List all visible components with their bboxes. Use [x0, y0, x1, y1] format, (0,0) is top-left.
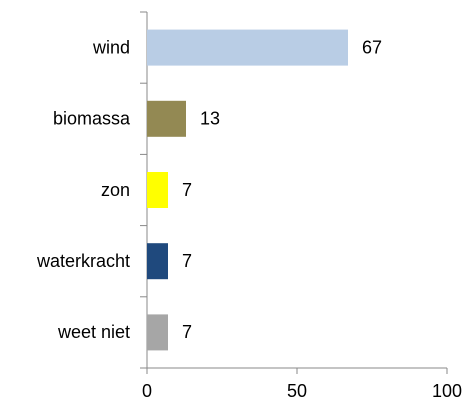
value-label: 7	[182, 251, 192, 271]
bar	[147, 172, 168, 208]
y-tick-label: zon	[101, 180, 130, 200]
bar	[147, 100, 186, 137]
value-label: 13	[200, 109, 220, 129]
value-label: 7	[182, 180, 192, 200]
y-tick-label: weet niet	[57, 322, 130, 342]
y-tick-label: biomassa	[53, 109, 131, 129]
y-tick-label: waterkracht	[36, 251, 130, 271]
bar	[147, 243, 168, 280]
value-label: 7	[182, 322, 192, 342]
bar	[147, 29, 348, 66]
x-tick-label: 50	[287, 381, 307, 401]
x-tick-label: 0	[142, 381, 152, 401]
y-tick-label: wind	[92, 37, 130, 57]
value-label: 67	[362, 37, 382, 57]
bar	[147, 314, 168, 351]
x-tick-label: 100	[432, 381, 462, 401]
